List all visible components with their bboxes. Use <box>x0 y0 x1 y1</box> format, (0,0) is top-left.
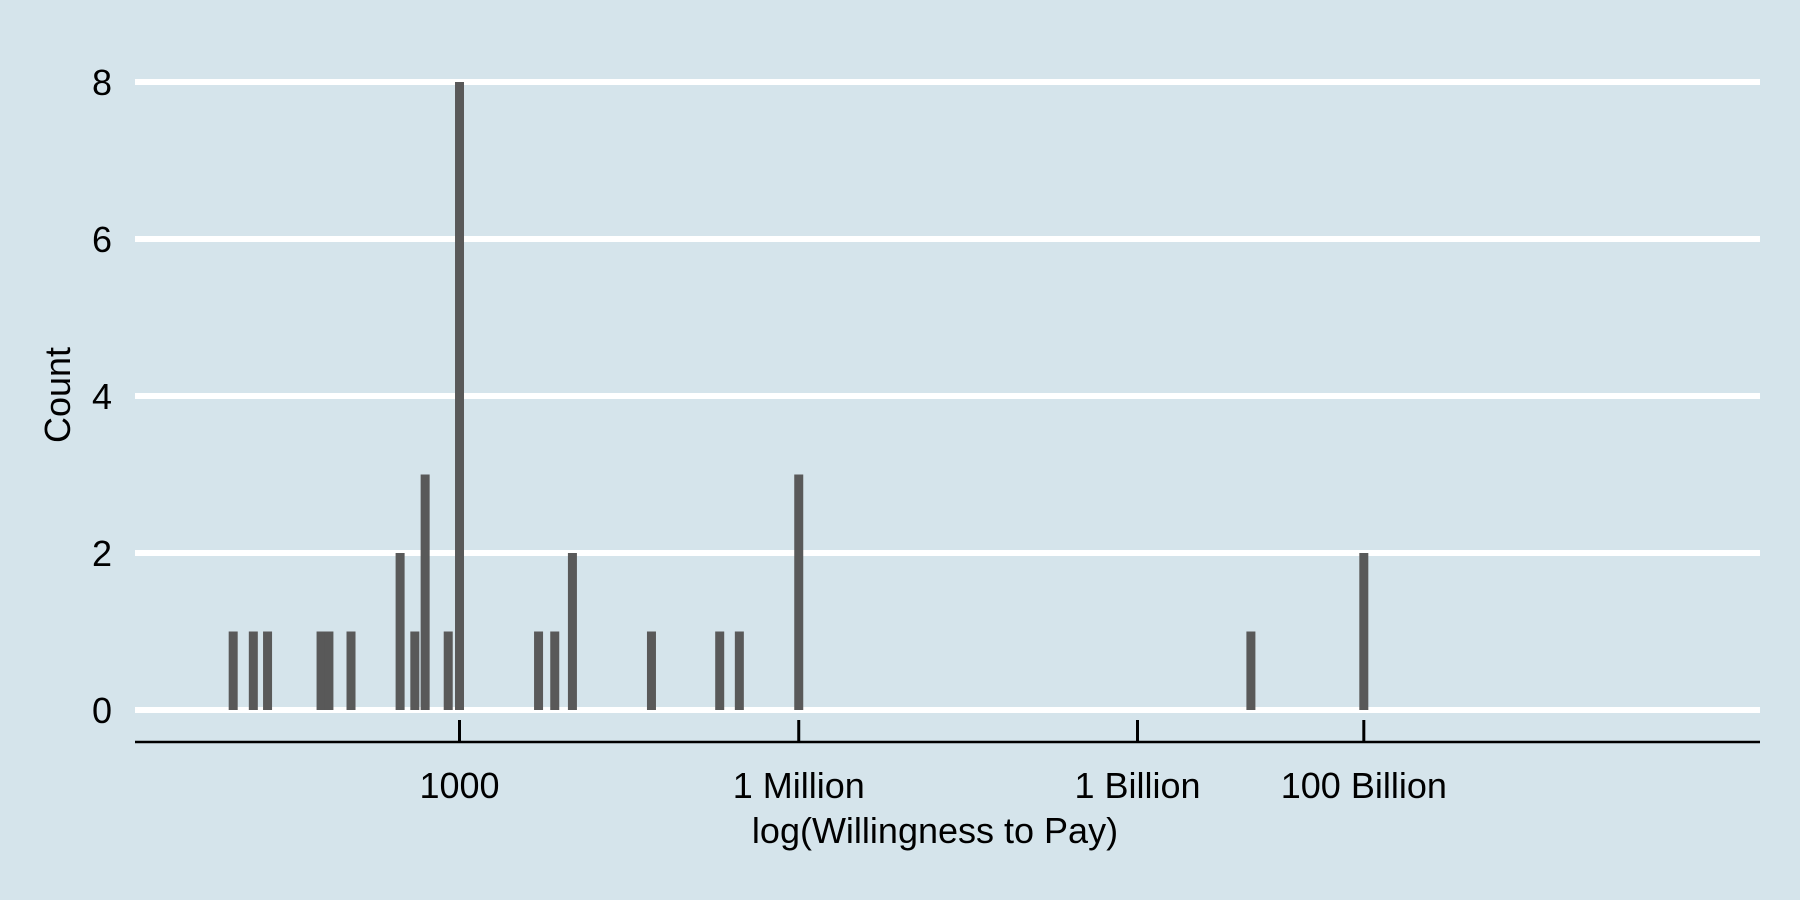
histogram-bar <box>534 631 544 710</box>
y-axis-ticks: 0 2 4 6 8 <box>92 62 112 731</box>
histogram-bar <box>228 631 238 710</box>
y-tick-label: 6 <box>92 219 112 260</box>
y-tick-label: 8 <box>92 62 112 103</box>
histogram-bar <box>443 631 453 710</box>
histogram-bar <box>646 631 656 710</box>
y-axis-title: Count <box>37 347 78 443</box>
histogram-bar <box>455 82 465 710</box>
histogram-bar <box>263 631 273 710</box>
histogram-bar <box>734 631 744 710</box>
histogram-bar <box>324 631 334 710</box>
histogram-bar <box>567 553 577 710</box>
histogram-bar <box>395 553 405 710</box>
histogram-bar <box>410 631 420 710</box>
x-tick-label: 100 Billion <box>1281 765 1447 806</box>
x-tick-label: 1 Million <box>733 765 865 806</box>
histogram-bar <box>715 631 725 710</box>
histogram-bar <box>248 631 258 710</box>
x-tick-label: 1000 <box>419 765 499 806</box>
histogram-bar <box>420 474 430 710</box>
x-tick-label: 1 Billion <box>1074 765 1200 806</box>
x-axis-ticks: 1000 1 Million 1 Billion 100 Billion <box>419 720 1447 806</box>
histogram-bar <box>1359 553 1369 710</box>
y-tick-label: 4 <box>92 376 112 417</box>
histogram-bar <box>794 474 804 710</box>
histogram-bar <box>316 631 326 710</box>
histogram-bar <box>550 631 560 710</box>
x-axis-title: log(Willingness to Pay) <box>752 810 1118 851</box>
histogram-bar <box>1246 631 1256 710</box>
y-tick-label: 2 <box>92 533 112 574</box>
bars <box>228 82 1369 710</box>
y-tick-label: 0 <box>92 690 112 731</box>
gridlines <box>135 79 1760 713</box>
histogram-bar <box>346 631 356 710</box>
